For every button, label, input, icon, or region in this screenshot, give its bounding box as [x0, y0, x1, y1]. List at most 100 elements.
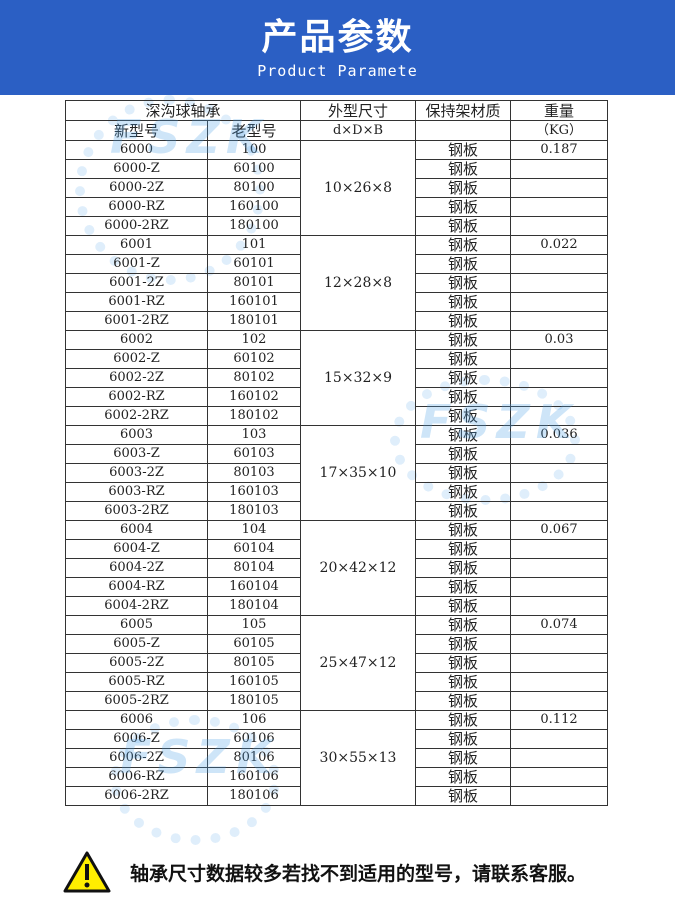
new-model-cell: 6003-2RZ: [65, 501, 208, 521]
table-row: 6003-RZ 160103 钢板: [65, 482, 608, 502]
new-model-cell: 6003-2Z: [65, 463, 208, 483]
table-row: 6001-2RZ 180101 钢板: [65, 311, 608, 331]
old-model-cell: 101: [207, 235, 301, 255]
new-model-cell: 6004-2Z: [65, 558, 208, 578]
new-model-cell: 6000-RZ: [65, 197, 208, 217]
dims-cell: 12×28×8: [300, 235, 416, 331]
material-cell: 钢板: [415, 330, 511, 350]
bearing-spec-table: 深沟球轴承 外型尺寸 保持架材质 重量 新型号 老型号 d×D×B （KG） 6…: [65, 100, 608, 806]
new-model-cell: 6005: [65, 615, 208, 635]
dims-cell: 30×55×13: [300, 710, 416, 806]
new-model-cell: 6001: [65, 235, 208, 255]
new-model-cell: 6000-2Z: [65, 178, 208, 198]
weight-cell: [510, 558, 608, 578]
material-cell: 钢板: [415, 691, 511, 711]
material-cell: 钢板: [415, 539, 511, 559]
weight-cell: [510, 596, 608, 616]
table-row: 6005 105 25×47×12 钢板 0.074: [65, 615, 608, 711]
dims-subheader: d×D×B: [300, 120, 416, 141]
material-cell: 钢板: [415, 615, 511, 635]
old-model-header: 老型号: [207, 120, 301, 141]
weight-cell: [510, 767, 608, 787]
old-model-cell: 160104: [207, 577, 301, 597]
watermark-logo: FSZK: [110, 110, 268, 164]
material-cell: 钢板: [415, 786, 511, 806]
weight-cell: 0.036: [510, 425, 608, 445]
table-row: 6004 104 20×42×12 钢板 0.067: [65, 520, 608, 616]
new-model-cell: 6002-Z: [65, 349, 208, 369]
weight-cell: [510, 254, 608, 274]
new-model-cell: 6006-2RZ: [65, 786, 208, 806]
old-model-cell: 60103: [207, 444, 301, 464]
old-model-cell: 160102: [207, 387, 301, 407]
table-row: 6001 101 12×28×8 钢板 0.022: [65, 235, 608, 331]
old-model-cell: 80103: [207, 463, 301, 483]
group-header: 深沟球轴承: [65, 100, 301, 121]
footer-notice: 轴承尺寸数据较多若找不到适用的型号，请联系客服。: [62, 850, 586, 894]
material-cell: 钢板: [415, 349, 511, 369]
new-model-cell: 6001-2RZ: [65, 311, 208, 331]
old-model-cell: 180100: [207, 216, 301, 236]
new-model-cell: 6004: [65, 520, 208, 540]
old-model-cell: 80100: [207, 178, 301, 198]
new-model-cell: 6005-RZ: [65, 672, 208, 692]
table-row: 6004-2RZ 180104 钢板: [65, 596, 608, 616]
old-model-cell: 180101: [207, 311, 301, 331]
dims-cell: 20×42×12: [300, 520, 416, 616]
weight-unit: （KG）: [510, 120, 608, 141]
material-cell: 钢板: [415, 482, 511, 502]
weight-cell: [510, 577, 608, 597]
old-model-cell: 60101: [207, 254, 301, 274]
old-model-cell: 180103: [207, 501, 301, 521]
material-cell: 钢板: [415, 577, 511, 597]
weight-cell: [510, 159, 608, 179]
new-model-cell: 6003-RZ: [65, 482, 208, 502]
table-subheader-row: 新型号 老型号 d×D×B （KG）: [65, 120, 608, 141]
table-row: 6000-2Z 80100 钢板: [65, 178, 608, 198]
material-cell: 钢板: [415, 235, 511, 255]
material-header: 保持架材质: [415, 100, 511, 121]
new-model-cell: 6002-2RZ: [65, 406, 208, 426]
table-row: 6006 106 30×55×13 钢板 0.112: [65, 710, 608, 806]
dims-cell: 15×32×9: [300, 330, 416, 426]
weight-cell: [510, 691, 608, 711]
old-model-cell: 102: [207, 330, 301, 350]
weight-cell: 0.022: [510, 235, 608, 255]
table-row: 6002-2Z 80102 钢板: [65, 368, 608, 388]
new-model-cell: 6001-RZ: [65, 292, 208, 312]
new-model-cell: 6003-Z: [65, 444, 208, 464]
weight-cell: [510, 368, 608, 388]
weight-cell: [510, 311, 608, 331]
weight-cell: [510, 482, 608, 502]
table-row: 6001-RZ 160101 钢板: [65, 292, 608, 312]
old-model-cell: 80102: [207, 368, 301, 388]
header-banner: 产品参数 Product Paramete: [0, 0, 675, 95]
material-cell: 钢板: [415, 710, 511, 730]
material-cell: 钢板: [415, 444, 511, 464]
table-row: 6000 100 10×26×8 钢板 0.187: [65, 140, 608, 236]
material-cell: 钢板: [415, 558, 511, 578]
watermark-logo: FSZK: [420, 395, 578, 449]
dims-header: 外型尺寸: [300, 100, 416, 121]
weight-cell: [510, 273, 608, 293]
new-model-cell: 6000-Z: [65, 159, 208, 179]
weight-cell: [510, 349, 608, 369]
material-cell: 钢板: [415, 672, 511, 692]
new-model-cell: 6005-Z: [65, 634, 208, 654]
old-model-cell: 60102: [207, 349, 301, 369]
old-model-cell: 103: [207, 425, 301, 445]
warning-icon: [63, 851, 111, 893]
weight-cell: [510, 539, 608, 559]
new-model-cell: 6002: [65, 330, 208, 350]
page-subtitle: Product Paramete: [257, 62, 418, 80]
old-model-cell: 160101: [207, 292, 301, 312]
new-model-cell: 6006: [65, 710, 208, 730]
weight-cell: 0.187: [510, 140, 608, 160]
material-cell: 钢板: [415, 520, 511, 540]
old-model-cell: 60104: [207, 539, 301, 559]
table-row: 6003-2Z 80103 钢板: [65, 463, 608, 483]
material-cell: 钢板: [415, 596, 511, 616]
weight-cell: [510, 729, 608, 749]
material-cell: 钢板: [415, 216, 511, 236]
new-model-cell: 6003: [65, 425, 208, 445]
